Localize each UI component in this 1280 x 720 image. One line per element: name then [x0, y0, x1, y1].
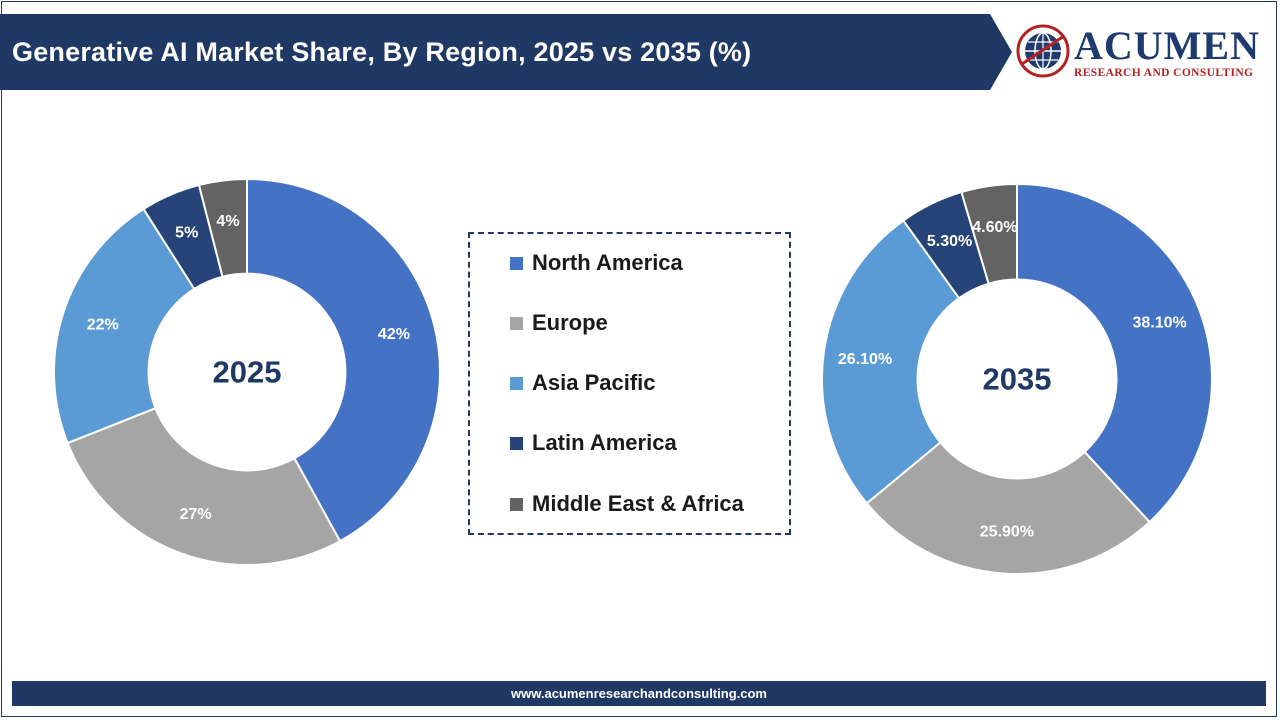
logo-tagline: RESEARCH AND CONSULTING — [1074, 67, 1254, 79]
donut-slice-europe — [865, 440, 1152, 575]
footer-url: www.acumenresearchandconsulting.com — [511, 686, 767, 701]
legend-swatch — [510, 436, 523, 450]
legend-label: Asia Pacific — [532, 370, 656, 395]
legend-item-latin-america: Latin America — [510, 428, 677, 458]
legend-swatch — [510, 316, 523, 330]
legend-swatch — [510, 376, 523, 390]
legend-label: North America — [532, 250, 683, 275]
company-logo: ACUMEN RESEARCH AND CONSULTING — [1016, 20, 1266, 82]
donut-slice-north-america — [246, 177, 441, 543]
footer-bar: www.acumenresearchandconsulting.com — [12, 681, 1266, 706]
logo-name: ACUMEN — [1074, 23, 1260, 68]
header-banner — [0, 14, 1012, 90]
donut-slice-middle-east-africa — [197, 177, 248, 278]
data-label-north-america: 42% — [378, 326, 410, 343]
data-label-latin-america: 5.30% — [927, 233, 972, 250]
data-label-latin-america: 5% — [175, 224, 198, 241]
donut-slice-asia-pacific — [53, 207, 196, 445]
legend-swatch — [510, 497, 523, 511]
data-label-asia-pacific: 26.10% — [838, 351, 892, 368]
data-label-middle-east-africa: 4.60% — [972, 219, 1017, 236]
legend-item-asia-pacific: Asia Pacific — [510, 368, 656, 398]
page-title: Generative AI Market Share, By Region, 2… — [12, 37, 752, 67]
legend-item-north-america: North America — [510, 248, 683, 278]
donut-chart-2025: 42% 27% 22% 5% 4% 2025 — [53, 177, 441, 566]
donut-slice-asia-pacific — [821, 219, 961, 505]
legend-label: Latin America — [532, 430, 677, 455]
donut-slice-north-america — [1016, 182, 1213, 524]
data-label-europe: 27% — [180, 506, 212, 523]
data-label-europe: 25.90% — [980, 523, 1034, 540]
legend-item-europe: Europe — [510, 308, 608, 338]
donut-chart-2035: 38.10% 25.90% 26.10% 5.30%4.60% 2035 — [821, 182, 1213, 575]
data-label-middle-east-africa: 4% — [216, 213, 239, 230]
donut-center-year: 2025 — [213, 355, 282, 390]
legend-label: Middle East & Africa — [532, 491, 744, 516]
legend-swatch — [510, 256, 523, 270]
header-banner-shape — [0, 14, 1012, 90]
globe-emblem-icon — [1016, 24, 1070, 78]
legend-item-middle-east-africa: Middle East & Africa — [510, 489, 744, 519]
data-label-asia-pacific: 22% — [87, 317, 119, 334]
data-label-north-america: 38.10% — [1133, 315, 1187, 332]
donut-center-year: 2035 — [983, 362, 1052, 397]
legend-label: Europe — [532, 310, 608, 335]
chart-legend: North America Europe Asia Pacific Latin … — [468, 232, 791, 535]
donut-slice-europe — [66, 406, 342, 566]
donut-slice-middle-east-africa — [960, 182, 1018, 285]
